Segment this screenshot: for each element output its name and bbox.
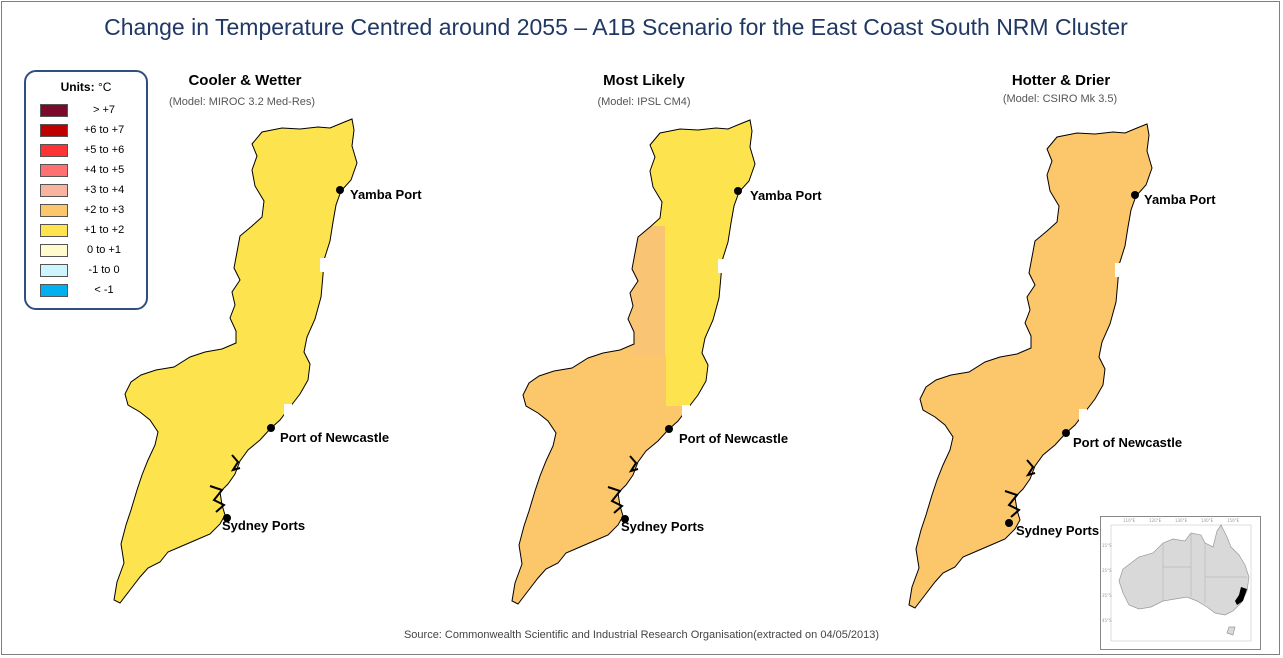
- svg-text:110°E: 110°E: [1123, 518, 1136, 523]
- estuary-detail: [607, 455, 639, 514]
- panel-2-sydney-label: Sydney Ports: [621, 519, 705, 534]
- panel-1-model: (Model: MIROC 3.2 Med-Res): [168, 96, 316, 108]
- legend-swatch: [40, 124, 68, 137]
- legend-item: -1 to 0: [40, 264, 140, 278]
- svg-text:150°E: 150°E: [1227, 518, 1240, 523]
- legend-label: +6 to +7: [83, 124, 125, 136]
- legend-unit: °C: [97, 80, 112, 94]
- yamba-marker: [734, 187, 742, 195]
- panel-1-newcastle-label: Port of Newcastle: [280, 430, 390, 445]
- coast-gap: [682, 405, 690, 417]
- legend-swatch: [40, 264, 68, 277]
- legend-item: > +7: [40, 104, 140, 118]
- svg-text:130°E: 130°E: [1175, 518, 1188, 523]
- legend-item: +4 to +5: [40, 164, 140, 178]
- panel-2-yamba-label: Yamba Port: [750, 188, 822, 203]
- legend-item: +5 to +6: [40, 144, 140, 158]
- legend-swatch: [40, 224, 68, 237]
- legend-swatch: [40, 244, 68, 257]
- legend-label: +3 to +4: [83, 184, 125, 196]
- legend-label: +5 to +6: [83, 144, 125, 156]
- estuary-detail: [209, 454, 241, 513]
- legend-title: Units: °C: [26, 80, 146, 94]
- legend-swatch: [40, 144, 68, 157]
- legend-item: < -1: [40, 284, 140, 298]
- panel-3-sydney-label: Sydney Ports: [1016, 523, 1100, 538]
- panel-2-model: (Model: IPSL CM4): [597, 96, 691, 108]
- panel-1-title: Cooler & Wetter: [188, 72, 302, 89]
- legend-item: 0 to +1: [40, 244, 140, 258]
- legend-swatch: [40, 284, 68, 297]
- newcastle-marker: [267, 424, 275, 432]
- estuary-detail: [1004, 459, 1036, 518]
- svg-text:120°E: 120°E: [1149, 518, 1162, 523]
- map-most-likely: [511, 119, 756, 605]
- coast-gap: [284, 404, 292, 416]
- panel-3-newcastle-label: Port of Newcastle: [1073, 435, 1183, 450]
- legend: Units: °C > +7 +6 to +7 +5 to +6 +4 to +5 +3…: [24, 70, 148, 310]
- inset-highlight-region: [1235, 587, 1247, 605]
- map-cooler-wetter: [113, 118, 358, 604]
- legend-title-label: Units:: [60, 80, 95, 94]
- svg-text:45°S: 45°S: [1102, 618, 1112, 623]
- legend-item: +1 to +2: [40, 224, 140, 238]
- coast-gap: [320, 258, 326, 272]
- legend-label: < -1: [94, 284, 114, 296]
- zone-plus1-2: [666, 356, 726, 406]
- legend-item: +3 to +4: [40, 184, 140, 198]
- panel-2-title: Most Likely: [603, 72, 685, 89]
- legend-label: 0 to +1: [87, 244, 121, 256]
- newcastle-marker: [1062, 429, 1070, 437]
- zone-plus2-3-strip: [631, 226, 665, 356]
- legend-swatch: [40, 164, 68, 177]
- panel-2-newcastle-label: Port of Newcastle: [679, 431, 789, 446]
- inset-australia: [1118, 524, 1250, 616]
- legend-swatch: [40, 204, 68, 217]
- legend-item: +2 to +3: [40, 204, 140, 218]
- map-hotter-drier: [908, 123, 1153, 609]
- svg-text:15°S: 15°S: [1102, 543, 1112, 548]
- legend-swatch: [40, 184, 68, 197]
- panel-1-sydney-label: Sydney Ports: [222, 518, 306, 533]
- legend-label: -1 to 0: [88, 264, 120, 276]
- coast-gap: [1115, 263, 1121, 277]
- source-note: Source: Commonwealth Scientific and Indu…: [403, 629, 880, 641]
- svg-text:35°S: 35°S: [1102, 593, 1112, 598]
- panel-3-model: (Model: CSIRO Mk 3.5): [1002, 93, 1118, 105]
- sydney-marker: [1005, 519, 1013, 527]
- yamba-marker: [336, 186, 344, 194]
- australia-inset-map: 110°E 120°E 130°E 140°E 150°E 15°S 25°S 35°S 4…: [1100, 516, 1261, 650]
- coast-gap: [718, 259, 724, 273]
- sydney-marker: [621, 515, 629, 523]
- svg-text:25°S: 25°S: [1102, 568, 1112, 573]
- legend-label: > +7: [92, 104, 116, 116]
- legend-label: +1 to +2: [83, 224, 125, 236]
- legend-label: +2 to +3: [83, 204, 125, 216]
- sydney-marker: [223, 514, 231, 522]
- svg-text:140°E: 140°E: [1201, 518, 1214, 523]
- panel-1-yamba-label: Yamba Port: [350, 187, 422, 202]
- coast-gap: [1079, 409, 1087, 421]
- legend-item: +6 to +7: [40, 124, 140, 138]
- panel-3-title: Hotter & Drier: [1011, 72, 1111, 89]
- figure-title: Change in Temperature Centred around 205…: [104, 14, 1128, 40]
- legend-label: +4 to +5: [83, 164, 125, 176]
- panel-3-yamba-label: Yamba Port: [1144, 192, 1216, 207]
- legend-swatch: [40, 104, 68, 117]
- yamba-marker: [1131, 191, 1139, 199]
- zone-plus1-2: [665, 226, 755, 356]
- newcastle-marker: [665, 425, 673, 433]
